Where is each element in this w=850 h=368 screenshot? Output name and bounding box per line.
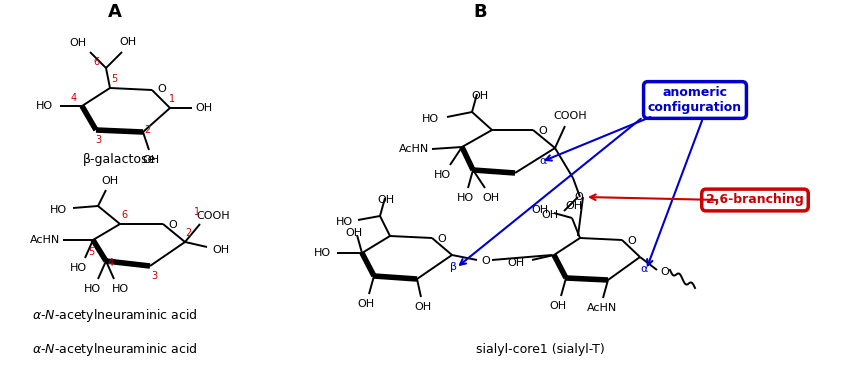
Text: sialyl-core1 (sialyl-T): sialyl-core1 (sialyl-T) (476, 343, 604, 357)
Text: OH: OH (565, 201, 582, 211)
Text: O: O (539, 126, 547, 136)
Text: OH: OH (541, 210, 558, 220)
Text: HO: HO (314, 248, 331, 258)
Text: 6: 6 (121, 210, 127, 220)
Text: α: α (539, 156, 547, 166)
Text: anomeric
configuration: anomeric configuration (648, 86, 742, 114)
Text: AcHN: AcHN (30, 235, 60, 245)
Text: HO: HO (456, 193, 473, 203)
Text: OH: OH (212, 245, 230, 255)
Text: OH: OH (196, 103, 212, 113)
Text: 2,6-branching: 2,6-branching (706, 194, 804, 206)
Text: AcHN: AcHN (586, 303, 617, 313)
Text: OH: OH (531, 205, 548, 215)
Text: OH: OH (358, 299, 375, 309)
Text: 1: 1 (169, 94, 175, 104)
Text: $\alpha$-$\it{N}$-acetylneuraminic acid: $\alpha$-$\it{N}$-acetylneuraminic acid (32, 342, 198, 358)
Text: 5: 5 (110, 74, 117, 84)
Text: HO: HO (36, 101, 53, 111)
Text: 1: 1 (194, 207, 200, 217)
Text: HO: HO (111, 284, 128, 294)
Text: 5: 5 (88, 247, 94, 257)
Text: O: O (575, 192, 583, 202)
Text: HO: HO (83, 284, 100, 294)
Text: 4: 4 (108, 258, 114, 268)
Text: COOH: COOH (196, 211, 230, 221)
Text: 2: 2 (184, 228, 191, 238)
Text: O: O (660, 267, 669, 277)
Text: O: O (157, 84, 167, 94)
Text: OH: OH (415, 302, 432, 312)
Text: AcHN: AcHN (399, 144, 429, 154)
Text: O: O (438, 234, 446, 244)
Text: 4: 4 (71, 93, 77, 103)
Text: B: B (473, 3, 487, 21)
Text: OH: OH (120, 37, 137, 47)
Text: OH: OH (377, 195, 394, 205)
Text: COOH: COOH (553, 111, 586, 121)
Text: α: α (640, 264, 648, 274)
Text: OH: OH (549, 301, 567, 311)
Text: OH: OH (472, 91, 489, 101)
Text: $\alpha$-$\it{N}$-acetylneuraminic acid: $\alpha$-$\it{N}$-acetylneuraminic acid (32, 307, 198, 323)
Text: HO: HO (422, 114, 439, 124)
Text: HO: HO (49, 205, 66, 215)
Text: O: O (168, 220, 178, 230)
Text: OH: OH (345, 228, 363, 238)
Text: HO: HO (70, 263, 87, 273)
Text: O: O (482, 256, 490, 266)
Text: A: A (108, 3, 122, 21)
Text: OH: OH (70, 38, 87, 48)
Text: OH: OH (483, 193, 500, 203)
Text: OH: OH (507, 258, 524, 268)
Text: HO: HO (336, 217, 353, 227)
Text: 3: 3 (151, 271, 157, 281)
Text: 3: 3 (95, 135, 101, 145)
Text: β-galactose: β-galactose (83, 153, 156, 166)
Text: 6: 6 (93, 57, 99, 67)
Text: O: O (627, 236, 637, 246)
Text: β: β (450, 262, 457, 272)
Text: OH: OH (101, 176, 118, 186)
Text: 2: 2 (144, 125, 150, 135)
Text: HO: HO (434, 170, 450, 180)
Text: OH: OH (143, 155, 160, 165)
